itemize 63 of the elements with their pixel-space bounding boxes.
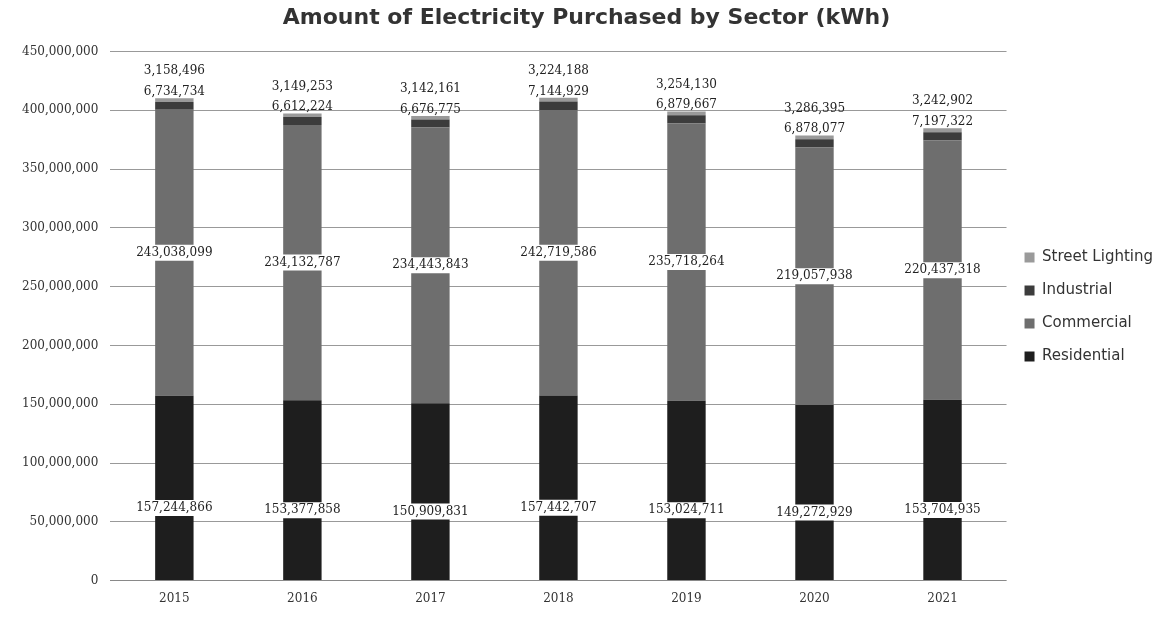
y-tick-label: 350,000,000 (22, 161, 99, 176)
data-label: 3,254,130 (655, 76, 717, 91)
data-label: 220,437,318 (904, 262, 981, 277)
data-label: 153,024,711 (648, 502, 725, 517)
bar (923, 132, 962, 141)
bar (283, 113, 322, 118)
y-tick-label: 150,000,000 (22, 396, 99, 411)
data-label: 3,224,188 (527, 62, 589, 77)
bar (411, 119, 450, 128)
y-tick-label: 200,000,000 (22, 337, 99, 352)
data-label: 150,909,831 (392, 503, 469, 518)
data-label: 219,057,938 (776, 268, 853, 283)
data-label: 157,244,866 (136, 500, 213, 515)
y-tick-label: 300,000,000 (22, 219, 99, 234)
x-tick-label: 2019 (671, 590, 702, 605)
y-tick-label: 100,000,000 (22, 455, 99, 470)
y-tick-label: 250,000,000 (22, 278, 99, 293)
data-label: 234,132,787 (264, 254, 341, 269)
data-label: 242,719,586 (520, 244, 597, 259)
bar (795, 139, 834, 148)
bar (667, 115, 706, 124)
x-tick-label: 2016 (287, 590, 318, 605)
data-label: 3,242,902 (911, 93, 974, 108)
bar (539, 97, 578, 102)
data-label: 3,149,253 (271, 78, 333, 93)
bar (923, 128, 962, 133)
data-label: 234,443,843 (392, 257, 469, 272)
bar (155, 101, 194, 110)
x-tick-label: 2020 (799, 590, 830, 605)
data-label: 243,038,099 (136, 244, 213, 259)
legend-label: Industrial (1042, 280, 1113, 299)
data-label: 157,442,707 (520, 499, 597, 514)
y-tick-label: 0 (90, 572, 99, 587)
data-label: 153,377,858 (264, 502, 341, 517)
data-label: 6,879,667 (655, 97, 717, 112)
data-label: 6,734,734 (143, 84, 206, 99)
y-tick-label: 400,000,000 (22, 102, 99, 117)
data-label: 3,142,161 (399, 81, 461, 95)
chart-title: Amount of Electricity Purchased by Sector (kWh) (282, 3, 891, 29)
data-label: 153,704,935 (904, 502, 981, 517)
data-label: 6,878,077 (783, 121, 846, 136)
data-label: 7,144,929 (527, 83, 589, 98)
x-tick-label: 2021 (927, 590, 958, 605)
y-tick-label: 450,000,000 (22, 43, 99, 58)
data-label: 3,158,496 (143, 63, 205, 78)
legend-label: Commercial (1042, 313, 1132, 332)
legend-label: Residential (1042, 346, 1125, 365)
x-tick-label: 2018 (543, 590, 574, 605)
x-tick-label: 2015 (159, 590, 190, 605)
data-label: 7,197,322 (911, 114, 974, 129)
data-label: 149,272,929 (776, 504, 853, 519)
bar (795, 135, 834, 140)
data-label: 6,676,775 (399, 101, 461, 116)
x-tick-label: 2017 (415, 590, 446, 605)
y-tick-label: 50,000,000 (29, 513, 99, 528)
data-label: 235,718,264 (648, 254, 725, 269)
bar (283, 117, 322, 125)
bar (411, 115, 450, 120)
bar (155, 98, 194, 102)
bar (539, 101, 578, 111)
legend-label: Street Lighting (1042, 247, 1154, 266)
data-label: 6,612,224 (271, 99, 334, 114)
data-label: 3,286,395 (783, 100, 846, 115)
